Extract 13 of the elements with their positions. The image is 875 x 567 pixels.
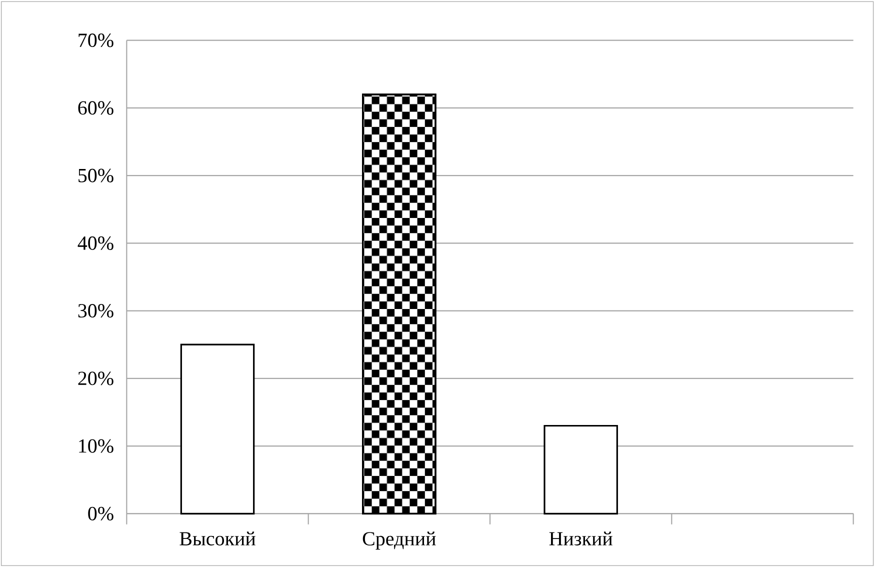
y-tick-label: 50% — [78, 168, 114, 182]
y-tick-label: 40% — [78, 236, 114, 250]
y-tick-label: 10% — [79, 439, 114, 453]
bar — [180, 344, 255, 514]
y-tick-label: 30% — [78, 304, 114, 318]
y-tick-label: 20% — [78, 372, 114, 386]
y-tick-label: 70% — [78, 34, 114, 48]
x-tick-label: Средний — [362, 532, 436, 550]
y-tick-label: 60% — [78, 101, 114, 115]
x-tick-label: Низкий — [549, 532, 612, 546]
x-tick-label: Высокий — [180, 532, 256, 546]
bar — [544, 424, 618, 514]
y-tick-label: 0% — [88, 506, 114, 520]
